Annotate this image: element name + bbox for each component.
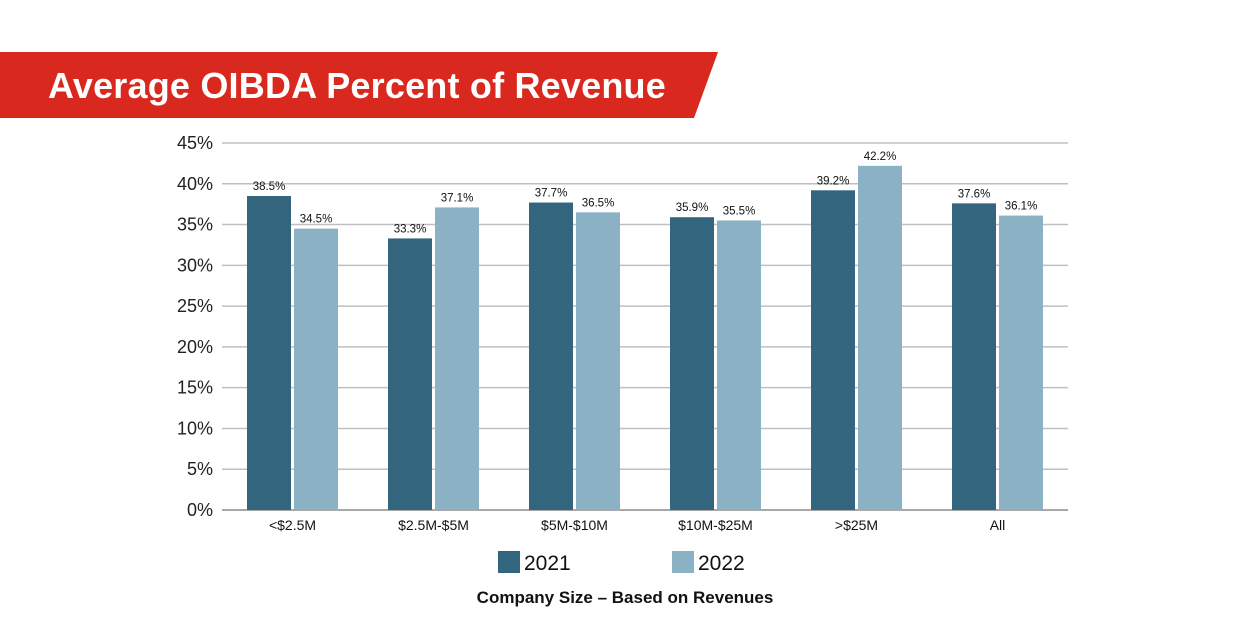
bar-2022	[435, 207, 479, 510]
bars: 38.5% 34.5% 33.3% 37.1% 37.7% 36.5% 35.9% 35.5%…	[247, 151, 1043, 511]
y-tick-label: 0%	[187, 500, 213, 520]
bar-2021	[811, 190, 855, 510]
legend-swatch-2021	[498, 551, 520, 573]
title-banner-shape	[0, 52, 718, 118]
x-tick-label: All	[990, 517, 1006, 533]
data-label: 35.9%	[676, 202, 709, 214]
y-tick-label: 5%	[187, 459, 213, 479]
bar-2022	[717, 220, 761, 510]
y-tick-label: 40%	[177, 174, 213, 194]
bar-2021	[247, 196, 291, 510]
x-axis-label: Company Size – Based on Revenues	[477, 588, 774, 607]
data-label: 38.5%	[253, 181, 286, 193]
x-tick-label: $5M-$10M	[541, 517, 608, 533]
chart-title: Average OIBDA Percent of Revenue	[48, 65, 666, 106]
data-label: 33.3%	[394, 223, 427, 235]
y-tick-label: 30%	[177, 255, 213, 275]
bar-2022	[294, 228, 338, 510]
data-label: 37.6%	[958, 188, 991, 200]
legend-swatch-2022	[672, 551, 694, 573]
legend-label-2022: 2022	[698, 552, 745, 575]
x-axis: <$2.5M $2.5M-$5M $5M-$10M $10M-$25M >$25M All	[269, 517, 1005, 533]
x-tick-label: <$2.5M	[269, 517, 316, 533]
data-label: 42.2%	[864, 151, 897, 163]
y-tick-label: 20%	[177, 337, 213, 357]
data-label: 36.1%	[1005, 201, 1038, 213]
legend-label-2021: 2021	[524, 552, 571, 575]
gridlines	[222, 142, 1068, 511]
data-label: 35.5%	[723, 205, 756, 217]
legend: 2021 2022	[498, 551, 745, 575]
data-label: 37.7%	[535, 188, 568, 200]
x-tick-label: >$25M	[835, 517, 878, 533]
bar-2021	[952, 203, 996, 510]
bar-2021	[388, 238, 432, 511]
bar-2021	[670, 217, 714, 510]
data-label: 34.5%	[300, 214, 333, 226]
bar-2022	[858, 165, 902, 510]
bar-2022	[576, 212, 620, 511]
y-axis: 0% 5% 10% 15% 20% 25% 30% 35% 40% 45%	[177, 133, 213, 520]
y-tick-label: 10%	[177, 418, 213, 438]
data-label: 39.2%	[817, 175, 850, 187]
y-tick-label: 45%	[177, 133, 213, 153]
bar-2022	[999, 215, 1043, 510]
data-label: 36.5%	[582, 197, 615, 209]
bar-2021	[529, 202, 573, 510]
title-banner	[0, 52, 718, 118]
y-tick-label: 25%	[177, 296, 213, 316]
y-tick-label: 15%	[177, 378, 213, 398]
y-tick-label: 35%	[177, 215, 213, 235]
x-tick-label: $2.5M-$5M	[398, 517, 469, 533]
data-label: 37.1%	[441, 192, 474, 204]
x-tick-label: $10M-$25M	[678, 517, 753, 533]
